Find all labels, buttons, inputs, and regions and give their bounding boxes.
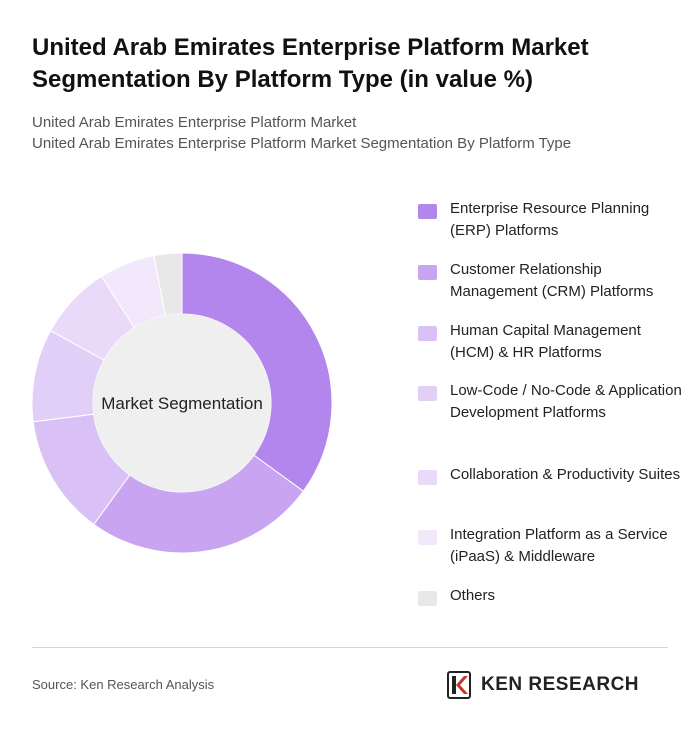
source-note: Source: Ken Research Analysis — [32, 677, 215, 692]
legend-swatch — [418, 470, 437, 485]
chart-title: United Arab Emirates Enterprise Platform… — [32, 34, 589, 93]
donut-center — [93, 314, 271, 492]
chart-subtitle-secondary: United Arab Emirates Enterprise Platform… — [32, 135, 572, 152]
legend-label: Integration Platform as a Service (iPaaS… — [450, 526, 668, 565]
donut-slices — [31, 252, 333, 554]
legend-swatch — [418, 591, 437, 606]
legend-swatch — [418, 386, 437, 401]
ken-logo-icon — [447, 671, 471, 699]
center-label: Market Segmentation — [101, 394, 263, 413]
legend-label: Collaboration & Productivity Suites — [450, 466, 681, 483]
legend-label: Human Capital Management (HCM) & HR Plat… — [450, 322, 641, 361]
legend-swatch — [418, 326, 437, 341]
chart-subtitle: United Arab Emirates Enterprise Platform… — [32, 114, 357, 131]
legend-label: Others — [450, 587, 496, 604]
ken-research-logo: KEN RESEARCH — [447, 671, 672, 699]
donut-chart: Market Segmentation — [31, 252, 333, 554]
legend-label: Low-Code / No-Code & Application Develop… — [450, 382, 682, 421]
legend-label: Customer Relationship Management (CRM) P… — [450, 261, 654, 300]
legend-swatch — [418, 265, 437, 280]
legend-swatch — [418, 530, 437, 545]
brand-name: KEN RESEARCH — [481, 674, 640, 695]
donut-slice-2 — [93, 454, 305, 554]
legend-label: Enterprise Resource Planning (ERP) Platf… — [450, 200, 650, 239]
divider — [32, 647, 668, 648]
legend-swatch — [418, 204, 437, 219]
